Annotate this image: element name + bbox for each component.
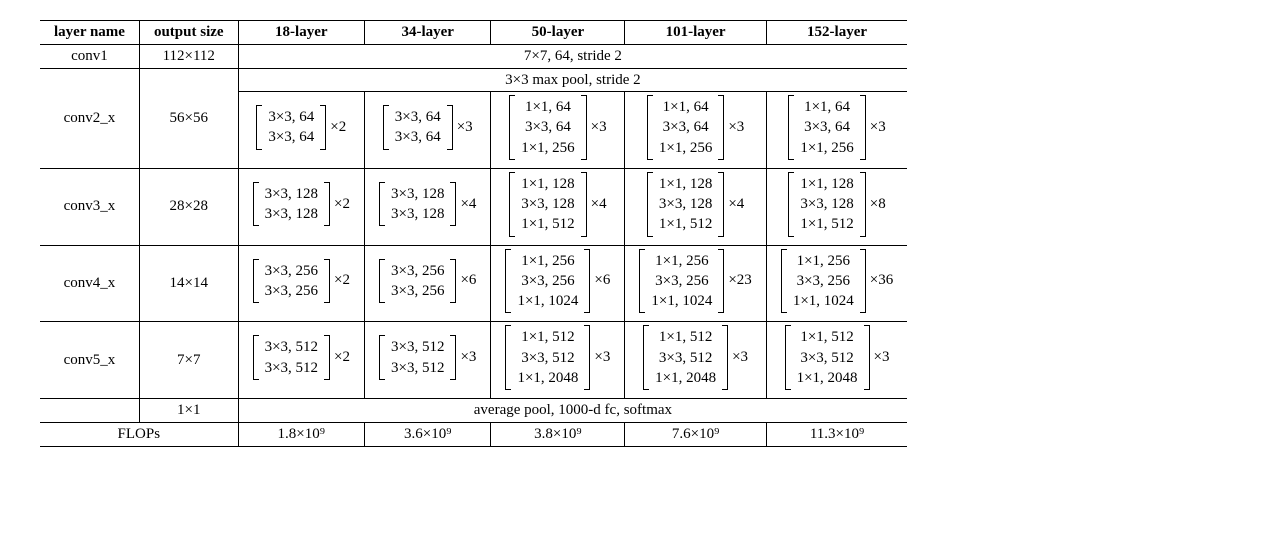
conv4-c152: 1×1, 2563×3, 2561×1, 1024×36: [766, 245, 907, 322]
conv3-size: 28×28: [139, 168, 238, 245]
conv4-name: conv4_x: [40, 245, 139, 322]
conv5-c18: 3×3, 5123×3, 512×2: [238, 322, 364, 399]
conv1-size: 112×112: [139, 45, 238, 69]
hdr-col-18: 18-layer: [238, 21, 364, 45]
conv4-c101: 1×1, 2563×3, 2561×1, 1024×23: [625, 245, 766, 322]
conv5-size: 7×7: [139, 322, 238, 399]
conv5-c34: 3×3, 5123×3, 512×3: [365, 322, 491, 399]
conv3-c34: 3×3, 1283×3, 128×4: [365, 168, 491, 245]
conv4-c50: 1×1, 2563×3, 2561×1, 1024×6: [491, 245, 625, 322]
conv2-c50: 1×1, 643×3, 641×1, 256×3: [491, 92, 625, 169]
hdr-col-50: 50-layer: [491, 21, 625, 45]
conv5-c50: 1×1, 5123×3, 5121×1, 2048×3: [491, 322, 625, 399]
conv3-c101: 1×1, 1283×3, 1281×1, 512×4: [625, 168, 766, 245]
conv1-spec: 7×7, 64, stride 2: [238, 45, 907, 69]
hdr-col-34: 34-layer: [365, 21, 491, 45]
final-spec: average pool, 1000-d fc, softmax: [238, 399, 907, 423]
flops-34: 3.6×10⁹: [365, 423, 491, 447]
conv4-size: 14×14: [139, 245, 238, 322]
final-size: 1×1: [139, 399, 238, 423]
conv2-c18: 3×3, 643×3, 64×2: [238, 92, 364, 169]
conv3-c50: 1×1, 1283×3, 1281×1, 512×4: [491, 168, 625, 245]
flops-label: FLOPs: [40, 423, 238, 447]
hdr-col-152: 152-layer: [766, 21, 907, 45]
flops-50: 3.8×10⁹: [491, 423, 625, 447]
hdr-col-101: 101-layer: [625, 21, 766, 45]
conv1-name: conv1: [40, 45, 139, 69]
conv5-c101: 1×1, 5123×3, 5121×1, 2048×3: [625, 322, 766, 399]
hdr-output-size: output size: [139, 21, 238, 45]
conv2-size: 56×56: [139, 69, 238, 169]
conv5-c152: 1×1, 5123×3, 5121×1, 2048×3: [766, 322, 907, 399]
conv3-c18: 3×3, 1283×3, 128×2: [238, 168, 364, 245]
conv5-name: conv5_x: [40, 322, 139, 399]
conv2-c34: 3×3, 643×3, 64×3: [365, 92, 491, 169]
flops-152: 11.3×10⁹: [766, 423, 907, 447]
conv2-name: conv2_x: [40, 69, 139, 169]
final-empty: [40, 399, 139, 423]
hdr-layer-name: layer name: [40, 21, 139, 45]
conv2-c152: 1×1, 643×3, 641×1, 256×3: [766, 92, 907, 169]
pool2-spec: 3×3 max pool, stride 2: [238, 69, 907, 92]
conv4-c34: 3×3, 2563×3, 256×6: [365, 245, 491, 322]
flops-101: 7.6×10⁹: [625, 423, 766, 447]
conv3-c152: 1×1, 1283×3, 1281×1, 512×8: [766, 168, 907, 245]
resnet-arch-table: layer name output size 18-layer 34-layer…: [40, 20, 907, 447]
conv4-c18: 3×3, 2563×3, 256×2: [238, 245, 364, 322]
conv2-c101: 1×1, 643×3, 641×1, 256×3: [625, 92, 766, 169]
conv3-name: conv3_x: [40, 168, 139, 245]
flops-18: 1.8×10⁹: [238, 423, 364, 447]
